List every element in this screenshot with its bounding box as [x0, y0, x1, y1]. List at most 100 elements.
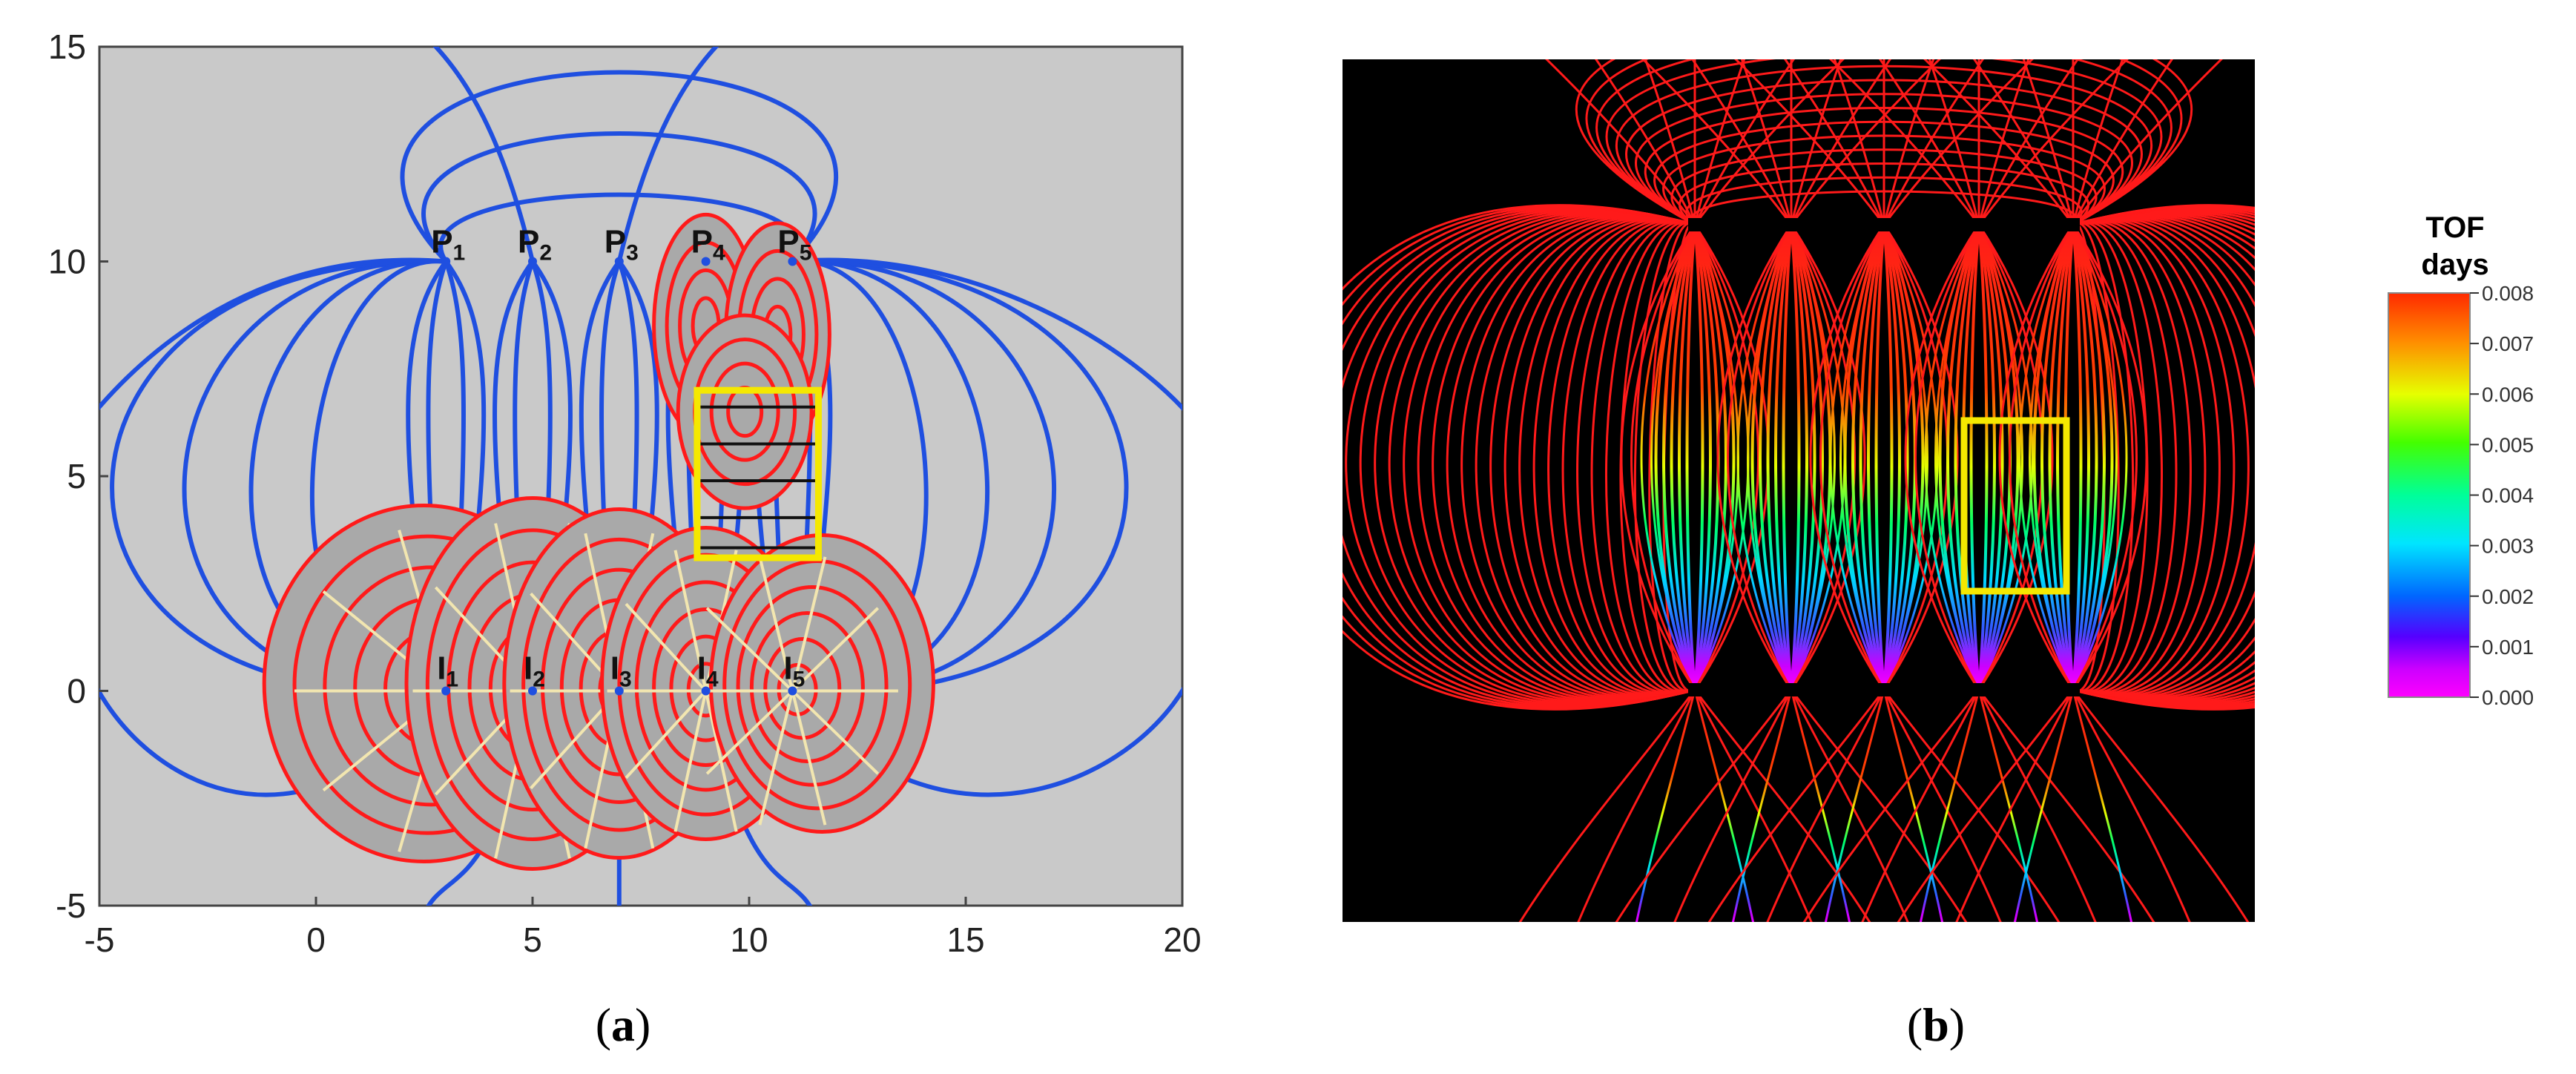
tof-streamline	[2072, 224, 2138, 691]
tof-streamline	[1343, 205, 1696, 709]
tof-streamline	[1824, 689, 1885, 922]
tof-streamline	[1809, 224, 1885, 691]
tof-streamline	[1475, 215, 1696, 699]
well-marker	[1785, 683, 1798, 696]
tof-streamline	[1861, 689, 1980, 922]
tof-streamline	[1545, 59, 1696, 225]
tof-streamline	[2072, 209, 2255, 705]
colorbar-tick-label: 0.001	[2482, 636, 2534, 659]
tof-streamline	[1783, 59, 1885, 225]
x-tick-label: 5	[523, 920, 542, 959]
tof-streamline	[2072, 224, 2128, 691]
tof-streamline	[1460, 214, 1696, 700]
well-marker	[788, 257, 797, 266]
tof-streamline	[1998, 224, 2075, 691]
tof-streamline	[1882, 689, 2061, 922]
tof-streamline	[2056, 224, 2075, 691]
tof-streamline	[1802, 689, 1980, 922]
tof-streamline	[1774, 224, 1793, 691]
tof-streamline	[1518, 689, 1696, 922]
tof-streamline	[2072, 224, 2106, 691]
tof-streamline	[2072, 210, 2255, 705]
tof-streamline	[1790, 224, 1866, 691]
tof-streamline	[2072, 211, 2255, 703]
tof-streamline	[1678, 224, 1696, 691]
inner-streamline	[758, 556, 794, 691]
tof-streamline	[1640, 224, 1696, 691]
well-label: P2	[518, 224, 552, 266]
well-label: I2	[524, 650, 545, 692]
tof-streamline	[1790, 224, 1801, 691]
tof-streamline	[1790, 59, 1941, 225]
well-marker	[701, 686, 711, 696]
tof-streamline	[1403, 211, 1696, 703]
inner-streamline	[625, 690, 708, 780]
tof-streamline	[1670, 224, 1696, 691]
tof-streamline	[1790, 59, 1892, 225]
tof-streamline	[2022, 59, 2075, 225]
tof-streamline	[1972, 59, 2075, 225]
well-label: I3	[610, 650, 632, 692]
tof-streamline	[1790, 224, 1808, 691]
tof-streamline	[1693, 224, 1704, 691]
tof-streamline	[1731, 689, 1793, 922]
colorbar-tick-label: 0.008	[2482, 282, 2534, 305]
tof-streamline	[1946, 224, 1980, 691]
tof-streamline	[1882, 224, 1939, 691]
tof-streamline	[1489, 216, 1696, 699]
tof-streamline	[1977, 689, 2039, 922]
tof-streamline	[1662, 224, 1696, 691]
tof-streamline	[2072, 212, 2255, 702]
tof-streamline	[1829, 224, 1885, 691]
tof-streamline	[1882, 689, 1944, 922]
caption-b-letter: b	[1923, 998, 1949, 1051]
tof-streamline	[1736, 224, 1793, 691]
inner-streamline	[673, 550, 708, 691]
blue-streamline	[792, 257, 1182, 412]
tof-streamline	[1977, 59, 2030, 225]
tof-streamline	[1343, 204, 1696, 711]
tof-streamline	[1766, 689, 1885, 922]
tof-streamline	[1532, 217, 1696, 697]
tof-streamline	[1635, 689, 1696, 922]
tof-streamline	[1977, 224, 2054, 691]
well-marker	[788, 686, 797, 696]
tof-streamline	[1605, 220, 1696, 694]
well-label: P3	[605, 224, 639, 266]
tof-streamline	[2018, 224, 2075, 691]
blue-streamline	[617, 260, 659, 580]
x-tick-label: 0	[306, 920, 326, 959]
tof-streamline	[1740, 59, 1793, 225]
tof-streamline	[1859, 224, 1885, 691]
tof-streamline	[1923, 59, 2075, 225]
legend-title: TOF	[2425, 211, 2484, 244]
tof-streamline	[1615, 689, 1793, 922]
well-marker	[2066, 683, 2080, 696]
inner-streamline	[791, 556, 827, 691]
tof-streamline	[1819, 224, 1885, 691]
tof-streamline	[1690, 59, 1793, 225]
tof-streamline	[1575, 59, 2193, 226]
tof-streamline	[1693, 224, 1712, 691]
well-marker	[441, 257, 451, 266]
tof-streamline	[2072, 213, 2255, 702]
tof-streamline	[2072, 217, 2236, 697]
tof-streamline	[1641, 59, 1793, 225]
y-tick-label: 15	[48, 27, 86, 66]
blue-streamline	[616, 47, 719, 263]
tof-streamline	[2072, 214, 2255, 701]
tof-contour	[749, 611, 865, 763]
tof-streamline	[1693, 689, 1755, 922]
tof-streamline	[1707, 689, 1885, 922]
tof-streamline	[1867, 224, 1885, 691]
tof-streamline	[1954, 224, 1980, 691]
highlight-box-a	[694, 386, 822, 561]
tof-streamline	[1594, 59, 1696, 225]
tof-streamline	[1734, 59, 1885, 225]
tof-streamline	[1829, 59, 1980, 225]
well-label: P5	[777, 224, 811, 266]
tof-streamline	[1790, 689, 1851, 922]
well-marker	[614, 257, 624, 266]
y-tick-label: 5	[67, 457, 86, 495]
well-marker	[528, 686, 537, 696]
